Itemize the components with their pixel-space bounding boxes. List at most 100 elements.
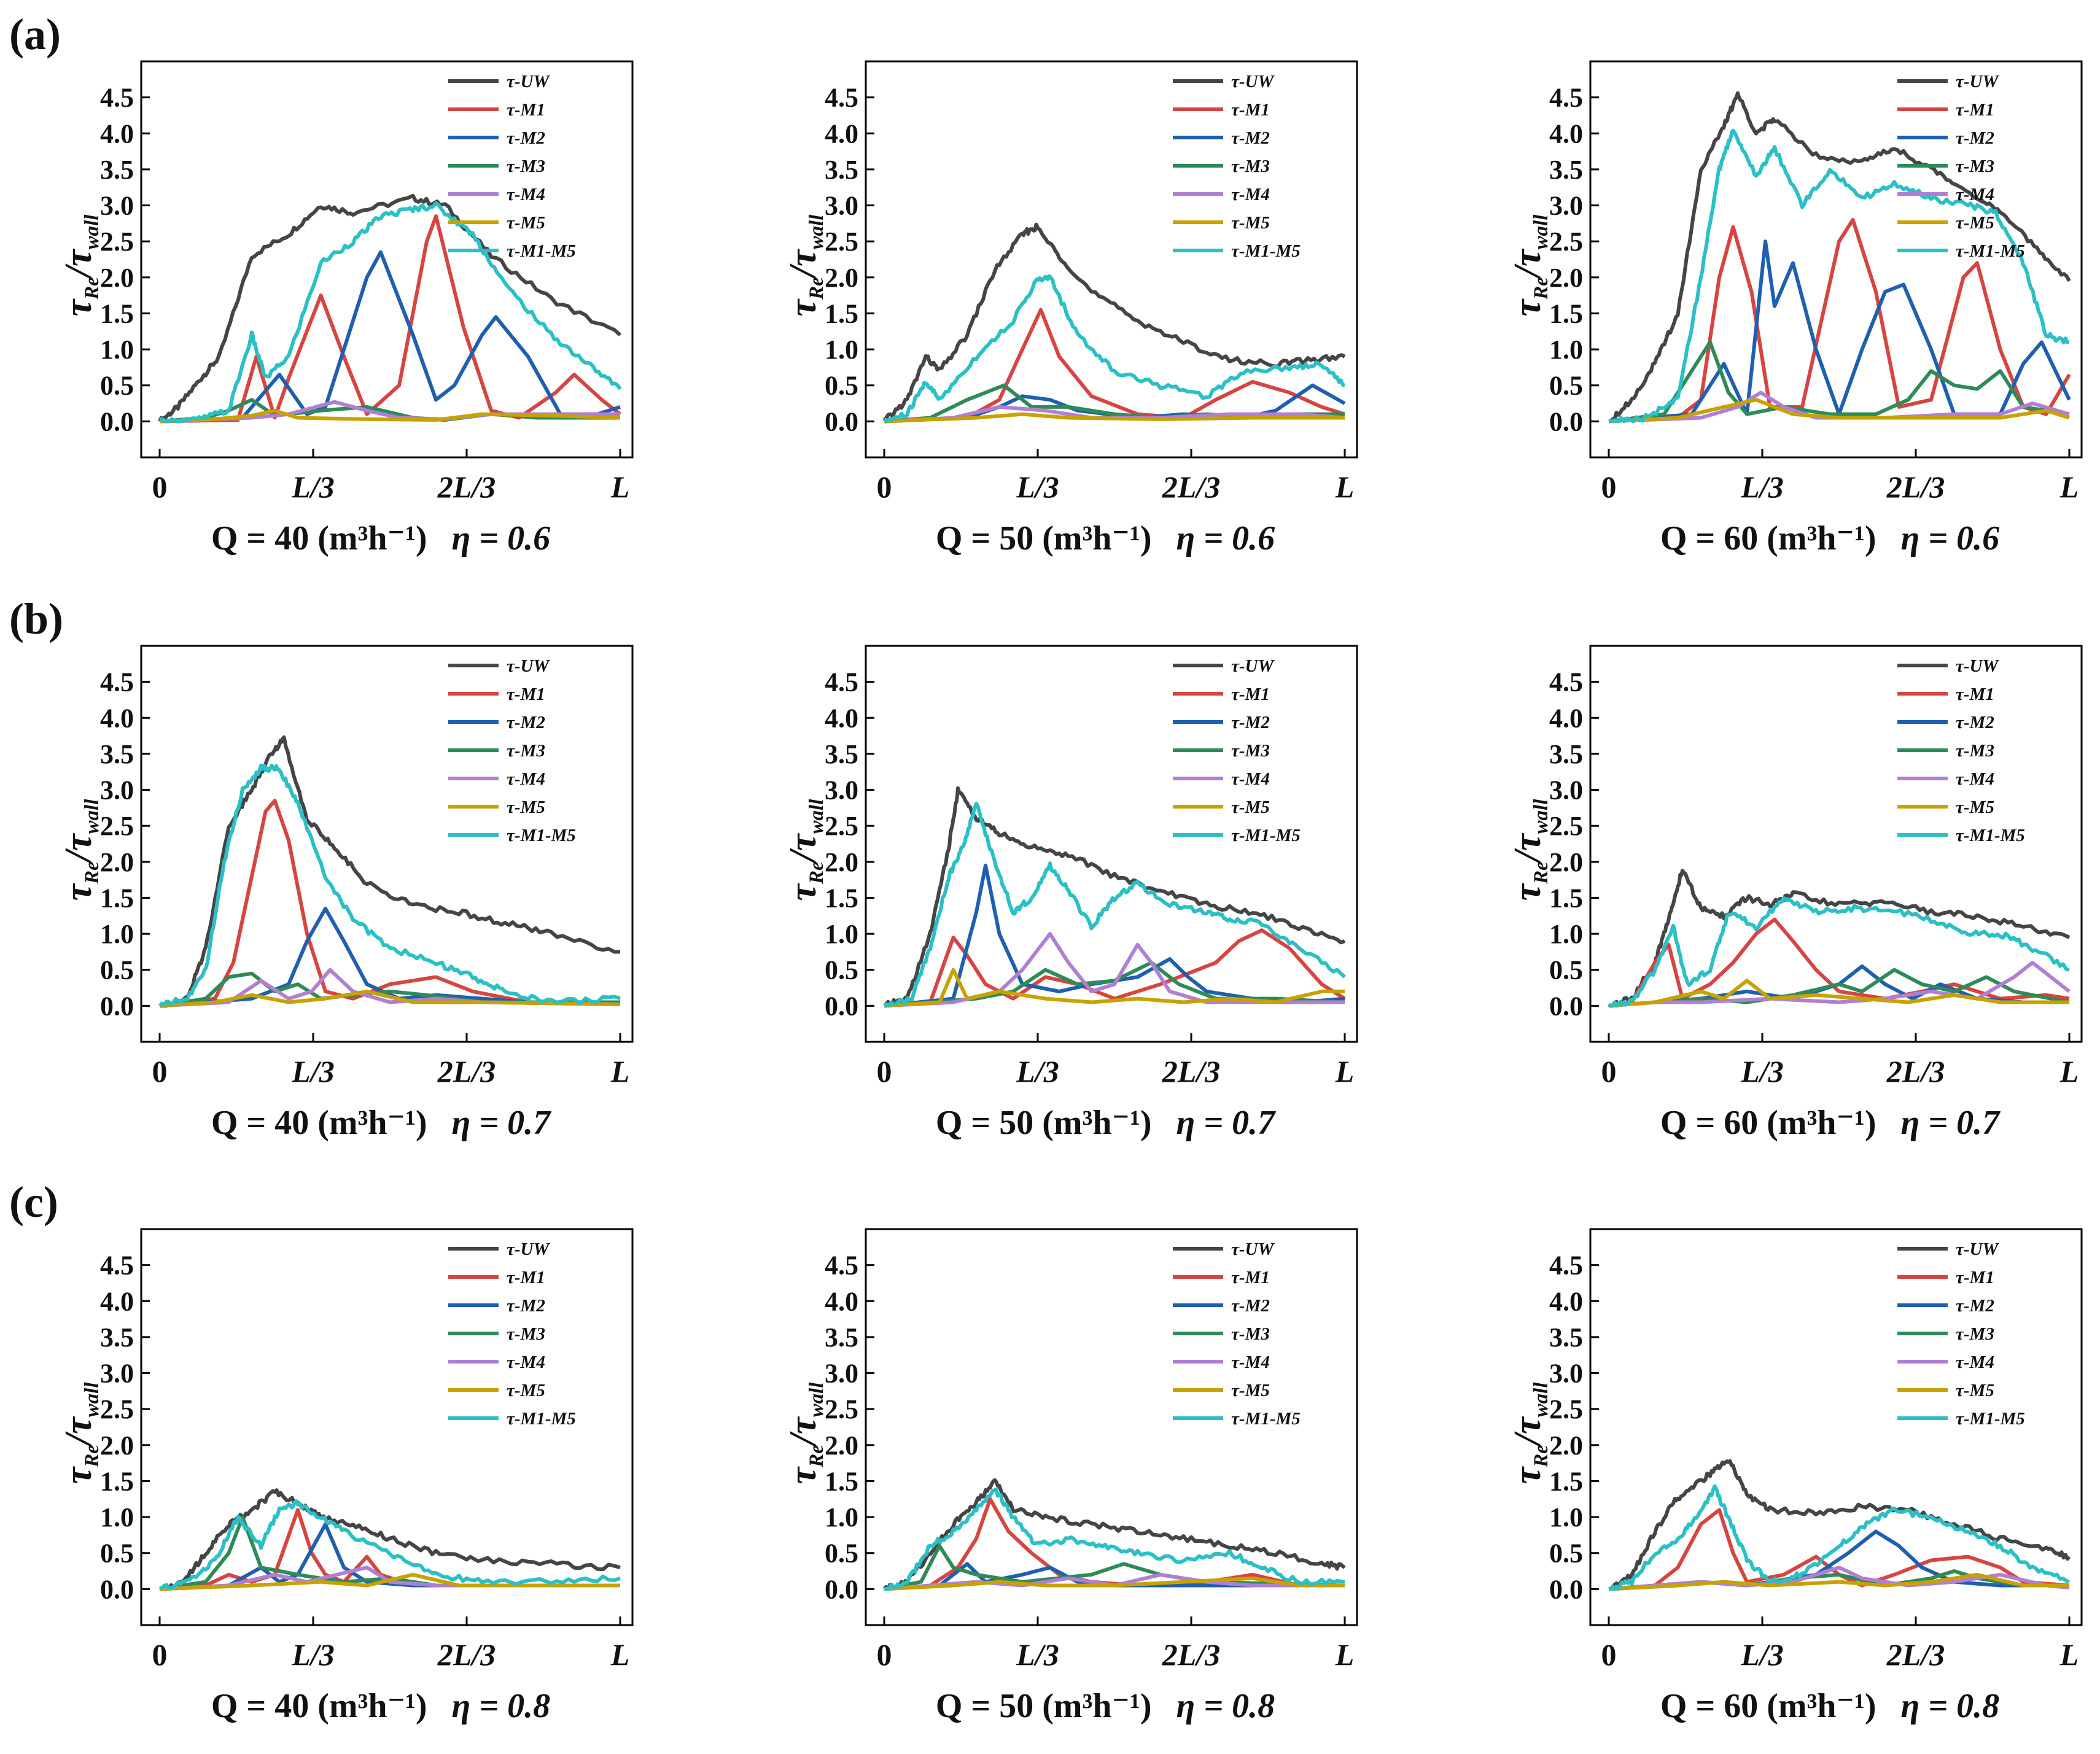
legend-label-6: τ-M5: [507, 213, 545, 233]
x-tick-label: 0: [152, 1637, 168, 1672]
panel-q40-eta0.7: 0.0 0.5 1.0 1.5 2.0 2.5 3.0 3.5 4.0 4.5 0 L/3 2L/3 Lτ…: [58, 645, 634, 1142]
legend-label-1: τ-UW: [1231, 72, 1275, 91]
legend-label-4: τ-M3: [1956, 1324, 1994, 1344]
condition-caption: Q = 50 (m³h⁻¹) η = 0.6: [936, 519, 1275, 557]
y-tick-label: 0.0: [825, 406, 858, 437]
y-axis-label: τRe/τwall: [58, 1382, 103, 1484]
condition-q: Q = 40 (m³h⁻¹): [211, 1104, 427, 1142]
legend-label-1: τ-UW: [507, 656, 550, 676]
x-tick-label: 2L/3: [1162, 1637, 1220, 1672]
x-tick-label: 2L/3: [437, 470, 496, 504]
x-tick-label: 0: [152, 1054, 168, 1088]
y-tick-label: 4.5: [100, 83, 134, 113]
y-tick-label: 2.0: [100, 1430, 134, 1461]
x-tick-label: L/3: [291, 1054, 334, 1088]
y-label-tau-2: τ: [782, 1416, 824, 1434]
x-tick-label: L/3: [1016, 1637, 1059, 1672]
legend-label-7: τ-M1-M5: [1231, 241, 1301, 261]
series-line-2: [159, 799, 621, 1008]
series-line-3: [159, 250, 621, 424]
y-tick-label: 2.0: [825, 1430, 858, 1461]
condition-q: Q = 40 (m³h⁻¹): [211, 519, 427, 557]
y-tick-label: 0.5: [1549, 955, 1583, 985]
condition-eta: η = 0.6: [452, 519, 551, 557]
legend-label-2: τ-M1: [1231, 1268, 1270, 1287]
y-tick-label: 2.0: [100, 263, 134, 293]
series-line-7: [158, 763, 621, 1007]
x-tick-label: L/3: [1740, 1637, 1783, 1672]
series-line-6: [159, 989, 621, 1008]
y-label-sub-wall: wall: [81, 1382, 103, 1418]
legend-label-6: τ-M5: [1231, 797, 1270, 817]
condition-q: Q = 50 (m³h⁻¹): [936, 1687, 1152, 1725]
legend-label-4: τ-M3: [1956, 157, 1994, 176]
panel-q60-eta0.7: 0.0 0.5 1.0 1.5 2.0 2.5 3.0 3.5 4.0 4.5 0 L/3 2L/3 Lτ…: [1507, 645, 2083, 1142]
y-label-tau-1: τ: [782, 1465, 824, 1484]
y-tick-label: 2.0: [825, 263, 858, 293]
y-tick-label: 0.5: [825, 1539, 858, 1569]
y-label-sub-wall: wall: [1530, 799, 1552, 834]
plot-frame: [865, 645, 1358, 1043]
panel-q50-eta0.6: 0.0 0.5 1.0 1.5 2.0 2.5 3.0 3.5 4.0 4.5 0 L/3 2L/3 Lτ…: [782, 60, 1358, 557]
legend-label-5: τ-M4: [1956, 185, 1994, 204]
y-axis-label: τRe/τwall: [58, 799, 103, 901]
series-line-5: [159, 968, 621, 1008]
x-tick-label: 2L/3: [1886, 470, 1945, 504]
legend-label-4: τ-M3: [1231, 741, 1270, 761]
y-axis-label: τRe/τwall: [782, 214, 828, 317]
x-tick-label: L: [2059, 470, 2079, 504]
series-line-3: [159, 907, 620, 1008]
legend-label-2: τ-M1: [507, 685, 545, 704]
series-line-6: [1608, 1572, 2069, 1591]
legend-label-2: τ-M1: [1956, 100, 1994, 120]
y-tick-label: 3.0: [1549, 1359, 1583, 1389]
row-label-a: (a): [9, 10, 61, 59]
y-label-sub-re: Re: [1530, 277, 1552, 300]
condition-caption: Q = 50 (m³h⁻¹) η = 0.8: [936, 1687, 1275, 1725]
y-tick-label: 4.0: [825, 703, 858, 733]
legend-label-1: τ-UW: [1956, 1240, 1999, 1259]
y-label-tau-2: τ: [1507, 248, 1549, 266]
condition-q: Q = 40 (m³h⁻¹): [211, 1687, 427, 1725]
y-tick-label: 1.0: [100, 919, 134, 949]
legend-label-1: τ-UW: [1231, 1240, 1275, 1259]
y-tick-label: 0.5: [100, 955, 134, 985]
legend-label-7: τ-M1-M5: [1231, 1409, 1301, 1429]
legend-label-7: τ-M1-M5: [1956, 1409, 2025, 1429]
y-tick-label: 2.5: [1549, 227, 1583, 257]
legend-label-7: τ-M1-M5: [507, 826, 576, 845]
row-label-b: (b): [9, 594, 63, 643]
series-line-6: [884, 968, 1345, 1008]
y-label-sub-wall: wall: [81, 799, 103, 834]
condition-caption: Q = 60 (m³h⁻¹) η = 0.7: [1660, 1104, 2001, 1142]
panels: 0.0 0.5 1.0 1.5 2.0 2.5 3.0 3.5 4.0 4.5 0 L/3 2L/3 Lτ…: [58, 60, 2083, 1725]
series-line-6: [1608, 398, 2070, 424]
y-tick-label: 1.0: [825, 919, 858, 949]
y-label-sub-wall: wall: [806, 799, 828, 834]
panel-q40-eta0.6: 0.0 0.5 1.0 1.5 2.0 2.5 3.0 3.5 4.0 4.5 0 L/3 2L/3 Lτ…: [58, 60, 634, 557]
series-line-2: [884, 308, 1345, 424]
y-tick-label: 4.0: [825, 1286, 858, 1316]
y-label-tau-2: τ: [58, 832, 99, 851]
condition-caption: Q = 60 (m³h⁻¹) η = 0.6: [1660, 519, 1999, 557]
condition-eta: η = 0.8: [452, 1687, 551, 1725]
x-tick-label: L/3: [1016, 1054, 1059, 1088]
y-tick-label: 2.5: [825, 227, 858, 257]
y-label-sub-re: Re: [806, 861, 828, 885]
series-line-7: [884, 801, 1347, 1008]
legend-label-4: τ-M3: [1956, 741, 1994, 761]
legend-label-4: τ-M3: [1231, 1324, 1270, 1344]
legend-label-5: τ-M4: [507, 1352, 545, 1372]
x-tick-label: 0: [877, 470, 892, 504]
y-label-tau-2: τ: [782, 248, 824, 266]
condition-q: Q = 60 (m³h⁻¹): [1660, 1687, 1876, 1725]
condition-caption: Q = 50 (m³h⁻¹) η = 0.7: [936, 1104, 1276, 1142]
condition-eta: η = 0.8: [1901, 1687, 2000, 1725]
y-axis-label: τRe/τwall: [1507, 1382, 1552, 1484]
y-tick-label: 0.0: [100, 406, 134, 437]
legend-label-4: τ-M3: [507, 741, 545, 761]
series-line-4: [1608, 968, 2070, 1008]
series-line-2: [1608, 917, 2070, 1008]
y-tick-label: 3.0: [100, 775, 134, 805]
